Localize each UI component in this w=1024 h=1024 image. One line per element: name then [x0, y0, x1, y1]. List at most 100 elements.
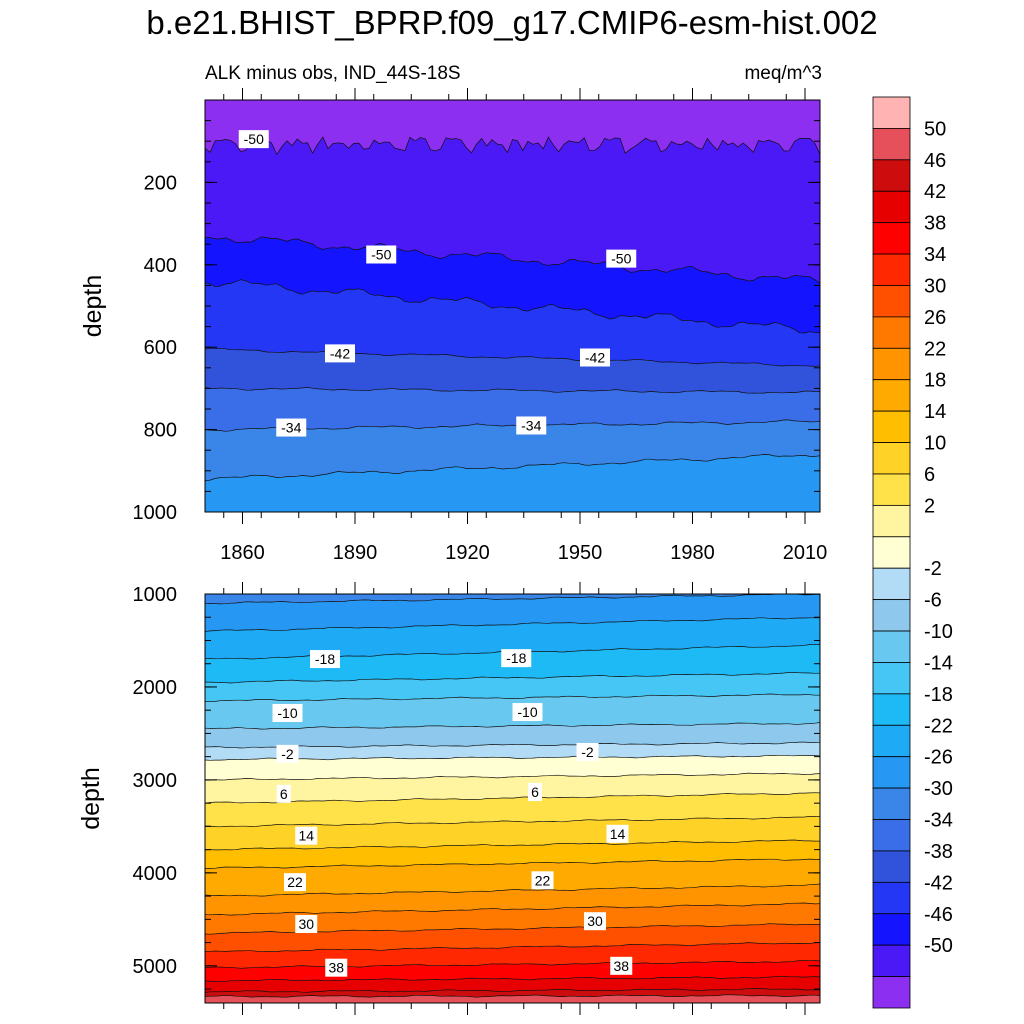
contour-line — [205, 236, 820, 284]
y-tick-label: 1000 — [133, 502, 178, 524]
contour-label: 6 — [280, 786, 288, 802]
colorbar-label: 46 — [924, 150, 946, 172]
colorbar-label: -22 — [924, 715, 953, 737]
upper-panel: -50 -50 -50 -42 -42 -34 -34 200 400 600 800 1000 186… — [79, 88, 827, 564]
x-tick-label: 2010 — [783, 542, 828, 564]
colorbar-label: -50 — [924, 935, 953, 957]
colorbar-box — [872, 128, 911, 161]
colorbar-box — [872, 850, 911, 883]
contour-line — [205, 454, 820, 482]
colorbar-box — [872, 662, 911, 695]
contour-label: -18 — [315, 651, 335, 667]
contour-label: -2 — [581, 744, 594, 760]
contour-label: -50 — [371, 247, 391, 263]
y-tick-label: 4000 — [133, 863, 178, 885]
contour-label-bg — [606, 824, 629, 843]
filled-bands — [205, 100, 820, 512]
contour-label-bg — [284, 873, 306, 892]
contour-label: -34 — [281, 420, 301, 436]
colorbar-box — [872, 222, 911, 255]
figure-title: b.e21.BHIST_BPRP.f09_g17.CMIP6-esm-hist.… — [146, 4, 878, 41]
x-tick-label: 1890 — [333, 542, 378, 564]
colorbar-label: 2 — [924, 495, 935, 517]
colorbar-box — [872, 473, 911, 506]
colorbar-label: -34 — [924, 810, 953, 832]
contour-label-bg — [310, 650, 340, 669]
contour-label: 22 — [287, 874, 303, 890]
contour-label-bg — [366, 245, 397, 264]
colorbar-box — [872, 819, 911, 852]
colorbar-box — [872, 567, 911, 601]
contour-label: 6 — [531, 784, 539, 800]
colorbar-box — [872, 316, 911, 349]
contour-label-bg — [610, 956, 633, 975]
contour-line — [205, 858, 820, 869]
contour-line — [205, 419, 820, 432]
contour-line — [205, 815, 820, 828]
contour-line — [205, 902, 820, 916]
contour-line — [205, 594, 820, 605]
contour-label-bg — [531, 871, 554, 890]
colorbar-label: -30 — [924, 778, 953, 800]
filled-bands — [205, 594, 820, 1003]
colorbar-box — [872, 504, 911, 538]
contour-label: 38 — [328, 960, 344, 976]
colorbar-label: -18 — [924, 684, 953, 706]
contour-label-bg — [580, 348, 610, 367]
colorbar-label: 34 — [924, 244, 946, 266]
x-tick-label: 1920 — [445, 542, 490, 564]
colorbar-box — [872, 599, 911, 632]
y-tick-label: 600 — [144, 337, 177, 359]
colorbar-label: -14 — [924, 652, 953, 674]
contour-label-bg — [276, 418, 307, 437]
y-axis-label: depth — [77, 767, 105, 830]
contour-line — [205, 693, 820, 703]
colorbar-label: 18 — [924, 370, 946, 392]
contour-line — [205, 754, 820, 761]
lower-panel: -18 -18 -10 -10 -2 -2 6 6 14 14 22 22 30 30 38 38 1000 20… — [77, 582, 821, 1015]
contour-label: -10 — [517, 704, 537, 720]
colorbar-box — [872, 379, 911, 412]
contour-label-bg — [276, 784, 291, 803]
y-tick-label: 1000 — [133, 584, 178, 606]
colorbar-label: 38 — [924, 213, 946, 235]
contour-line — [205, 839, 820, 851]
contour-line — [205, 722, 820, 730]
colorbar-box — [872, 410, 911, 443]
colorbar-label: -38 — [924, 841, 953, 863]
colorbar-box — [872, 630, 911, 663]
colorbar-label: -42 — [924, 872, 953, 894]
x-tick-label: 1980 — [670, 542, 715, 564]
colorbar-label: 50 — [924, 118, 946, 140]
colorbar-box — [872, 944, 911, 977]
contour-label: -42 — [330, 345, 350, 361]
colorbar-box — [872, 724, 911, 758]
colorbar-box — [872, 787, 911, 820]
colorbar-box — [872, 159, 911, 192]
panel-subtitle-left: ALK minus obs, IND_44S-18S — [205, 63, 461, 84]
contour-band — [205, 100, 820, 155]
plot-frame — [204, 593, 821, 1004]
colorbar-box — [872, 881, 911, 915]
contour-label-bg — [276, 744, 299, 763]
colorbar-box — [872, 913, 911, 946]
contour-line — [205, 617, 820, 633]
y-tick-label: 3000 — [133, 770, 178, 792]
contour-label-bg — [516, 416, 547, 435]
contour-line — [205, 772, 820, 781]
colorbar-box — [872, 976, 911, 1009]
colorbar-box — [872, 693, 911, 726]
colorbar-box — [872, 756, 911, 789]
colorbar-box — [872, 96, 911, 129]
contour-line — [205, 883, 820, 897]
contour-label: 30 — [587, 913, 603, 929]
colorbar-box — [872, 347, 911, 381]
colorbar-box — [872, 190, 911, 224]
colorbar-label: -10 — [924, 621, 953, 643]
contour-label: 14 — [610, 826, 626, 842]
contour-line — [205, 941, 820, 953]
colorbar-label: 22 — [924, 338, 946, 360]
contour-label: -50 — [611, 251, 631, 267]
colorbar-label: 10 — [924, 433, 946, 455]
